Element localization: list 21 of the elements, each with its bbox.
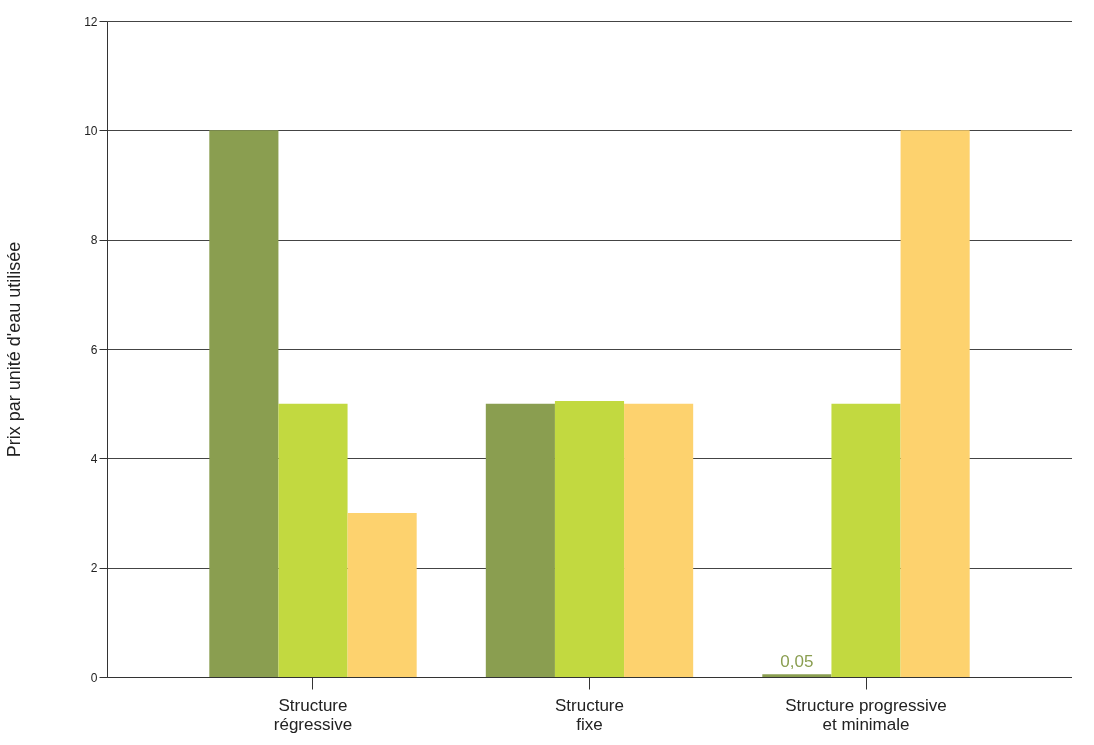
bar bbox=[278, 403, 348, 677]
bar bbox=[762, 674, 832, 677]
bar bbox=[209, 130, 279, 677]
data-label: 0,05 bbox=[780, 652, 814, 672]
y-axis-title: Prix par unité d'eau utilisée bbox=[4, 241, 25, 458]
bar bbox=[485, 403, 555, 677]
y-tick-label: 2 bbox=[90, 561, 98, 576]
x-tick-label: Structure régressive bbox=[273, 695, 353, 734]
bar bbox=[624, 403, 694, 677]
x-tick-label: Structure progressive et minimale bbox=[785, 695, 947, 734]
y-tick-label: 4 bbox=[90, 451, 98, 466]
x-tick-label: Structure fixe bbox=[555, 695, 624, 734]
bar bbox=[347, 513, 417, 677]
bar bbox=[900, 130, 970, 677]
y-tick-label: 12 bbox=[84, 14, 98, 29]
bar bbox=[831, 403, 901, 677]
y-tick-label: 10 bbox=[84, 123, 98, 138]
y-tick-label: 0 bbox=[90, 670, 98, 685]
y-tick-label: 6 bbox=[90, 342, 98, 357]
y-tick-label: 8 bbox=[90, 233, 98, 248]
bar bbox=[554, 400, 625, 677]
